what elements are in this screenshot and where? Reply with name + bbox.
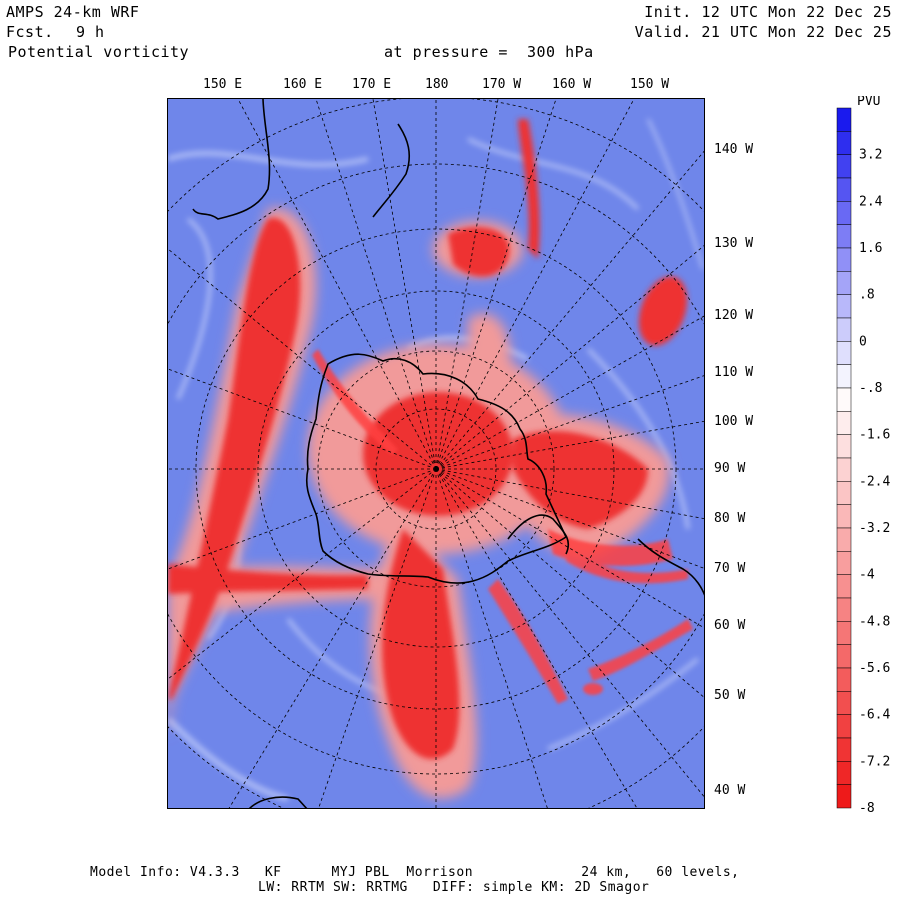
colorbar-tick-label: -4 xyxy=(859,568,875,583)
init-time: Init. 12 UTC Mon 22 Dec 25 xyxy=(644,3,892,21)
colorbar-svg: PVU 3.2 2.4 1.6 .8 0 -.8 -1.6 -2.4 -3.2 -4 -4.8 -5.6… xyxy=(836,94,890,816)
colorbar-tick-label: -4.8 xyxy=(859,614,890,629)
lon-label-top: 160 E xyxy=(283,77,323,92)
colorbar-segment xyxy=(836,737,852,762)
forecast-label: Fcst. xyxy=(6,23,54,41)
lon-label-right: 130 W xyxy=(714,236,754,251)
lon-label-right: 140 W xyxy=(714,142,754,157)
colorbar-segment xyxy=(836,224,852,249)
colorbar: PVU 3.2 2.4 1.6 .8 0 -.8 -1.6 -2.4 -3.2 -4 -4.8 -5.6… xyxy=(835,94,900,820)
pressure-level: at pressure = 300 hPa xyxy=(384,43,594,61)
colorbar-tick-label: -7.2 xyxy=(859,754,890,769)
colorbar-segment xyxy=(836,504,852,529)
colorbar-tick-label: -2.4 xyxy=(859,474,890,489)
colorbar-segment xyxy=(836,457,852,482)
colorbar-tick-label: -1.6 xyxy=(859,428,890,443)
lon-label-top: 150 W xyxy=(630,77,670,92)
lon-label-right: 70 W xyxy=(714,561,746,576)
colorbar-segment xyxy=(836,177,852,202)
valid-time: Valid. 21 UTC Mon 22 Dec 25 xyxy=(634,23,892,41)
colorbar-segment xyxy=(836,131,852,155)
pv-field-svg xyxy=(168,99,704,808)
colorbar-segment xyxy=(836,317,852,342)
colorbar-tick-label: -8 xyxy=(859,801,875,816)
colorbar-segment xyxy=(836,364,852,389)
colorbar-segment xyxy=(836,154,852,179)
model-title: AMPS 24-km WRF xyxy=(6,3,140,21)
lon-label-right: 80 W xyxy=(714,511,746,526)
colorbar-segment xyxy=(836,667,852,692)
colorbar-segment xyxy=(836,644,852,669)
lon-label-top: 160 W xyxy=(552,77,592,92)
lon-label-top: 170 W xyxy=(482,77,522,92)
colorbar-segment xyxy=(836,201,852,225)
colorbar-tick-label: 2.4 xyxy=(859,194,883,209)
lon-label-right: 110 W xyxy=(714,365,754,380)
colorbar-segment xyxy=(836,341,852,365)
lon-label-top: 150 E xyxy=(203,77,243,92)
field-name: Potential vorticity xyxy=(8,43,190,61)
colorbar-tick-label: -5.6 xyxy=(859,661,890,676)
model-info-line1: Model Info: V4.3.3 KF MYJ PBL Morrison 2… xyxy=(90,865,740,880)
colorbar-segment xyxy=(836,551,852,575)
forecast-hour: 9 h xyxy=(76,23,105,41)
colorbar-tick-label: -6.4 xyxy=(859,708,890,723)
lon-label-right: 40 W xyxy=(714,783,746,798)
model-info-line2: LW: RRTM SW: RRTMG DIFF: simple KM: 2D S… xyxy=(258,880,650,895)
colorbar-segment xyxy=(836,107,852,132)
colorbar-segment xyxy=(836,247,852,272)
colorbar-tick-label: 1.6 xyxy=(859,241,882,256)
potential-vorticity-map xyxy=(167,98,705,809)
colorbar-tick-label: .8 xyxy=(859,288,875,303)
colorbar-segment xyxy=(836,387,852,412)
colorbar-segment xyxy=(836,621,852,645)
colorbar-segment xyxy=(836,714,852,739)
graticule xyxy=(168,99,704,808)
colorbar-segment xyxy=(836,481,852,505)
colorbar-tick-label: -3.2 xyxy=(859,521,890,536)
colorbar-segment xyxy=(836,434,852,459)
lon-label-right: 60 W xyxy=(714,618,746,633)
colorbar-segment xyxy=(836,784,852,809)
lon-label-top: 170 E xyxy=(352,77,392,92)
lon-label-right: 90 W xyxy=(714,461,746,476)
colorbar-segment xyxy=(836,527,852,552)
lon-label-right: 120 W xyxy=(714,308,754,323)
colorbar-segment xyxy=(836,411,852,435)
colorbar-tick-label: 3.2 xyxy=(859,148,882,163)
lon-label-right: 50 W xyxy=(714,688,746,703)
colorbar-segment xyxy=(836,597,852,622)
colorbar-segment xyxy=(836,691,852,715)
colorbar-segment xyxy=(836,294,852,319)
colorbar-tick-label: 0 xyxy=(859,334,867,349)
colorbar-segment xyxy=(836,574,852,599)
colorbar-segment xyxy=(836,271,852,295)
coastlines xyxy=(192,99,704,808)
colorbar-unit: PVU xyxy=(857,96,880,109)
lon-label-top: 180 xyxy=(425,77,449,92)
colorbar-tick-label: -.8 xyxy=(859,381,882,396)
colorbar-segment xyxy=(836,761,852,785)
lon-label-right: 100 W xyxy=(714,414,754,429)
